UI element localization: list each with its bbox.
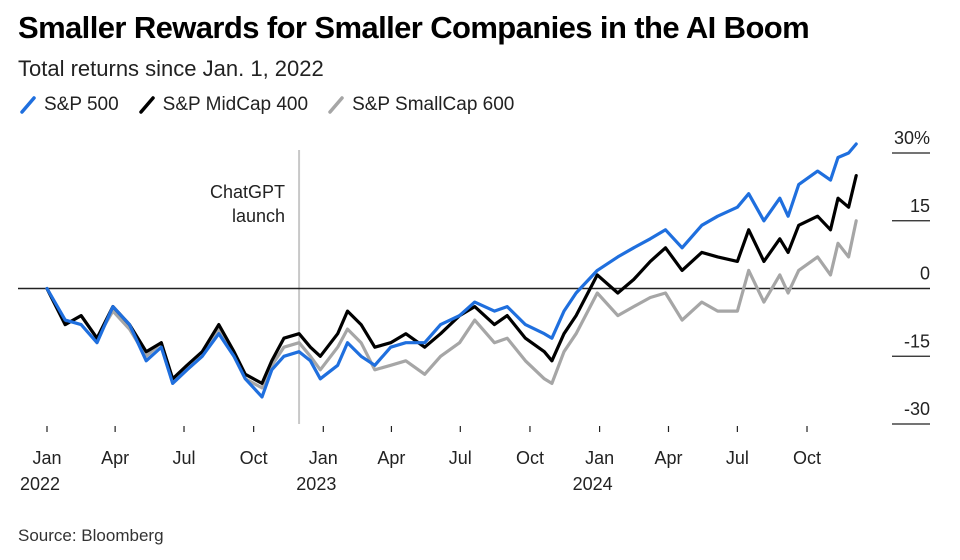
y-tick-label-2: 0	[920, 264, 930, 284]
legend-item-midcap400: S&P MidCap 400	[138, 94, 309, 116]
source-note: Source: Bloomberg	[18, 526, 164, 545]
x-tick-label-8: Jan	[585, 448, 614, 468]
x-tick-label-9: Apr	[654, 448, 682, 468]
series-line-sp500	[45, 142, 858, 399]
x-tick-label-4: Jan	[309, 448, 338, 468]
annotation-label-chatgpt: ChatGPT	[210, 182, 285, 202]
legend-item-smallcap600: S&P SmallCap 600	[328, 94, 514, 116]
legend: S&P 500 S&P MidCap 400 S&P SmallCap 600	[20, 94, 534, 116]
x-tick-label-10: Jul	[726, 448, 749, 468]
series-line-midcap400	[45, 174, 858, 385]
legend-swatch-midcap400	[138, 96, 155, 114]
x-tick-label-1: Apr	[101, 448, 129, 468]
annotation-label-launch: launch	[232, 206, 285, 226]
legend-item-sp500: S&P 500	[20, 94, 119, 116]
x-tick-label-2: Jul	[173, 448, 196, 468]
x-tick-label-3: Oct	[240, 448, 268, 468]
x-year-label-4: 2023	[296, 474, 336, 494]
x-tick-label-11: Oct	[793, 448, 821, 468]
legend-label-sp500: S&P 500	[44, 94, 119, 115]
y-tick-label-0: 30%	[894, 128, 930, 148]
legend-swatch-smallcap600	[328, 96, 344, 114]
x-tick-label-6: Jul	[449, 448, 472, 468]
legend-label-midcap400: S&P MidCap 400	[162, 94, 309, 115]
legend-label-smallcap600: S&P SmallCap 600	[352, 94, 515, 115]
y-tick-label-3: -15	[904, 331, 930, 351]
legend-swatch-sp500	[20, 96, 36, 114]
y-tick-label-4: -30	[904, 399, 930, 419]
x-year-label-0: 2022	[20, 474, 60, 494]
chart-title: Smaller Rewards for Smaller Companies in…	[18, 10, 810, 45]
x-year-label-8: 2024	[573, 474, 613, 494]
chart-subtitle: Total returns since Jan. 1, 2022	[18, 56, 324, 81]
x-tick-label-5: Apr	[377, 448, 405, 468]
x-tick-label-0: Jan	[32, 448, 61, 468]
line-chart: ChatGPT launch 30% 15 0 -15 -30 Jan 2022 Apr Jul Oc…	[18, 128, 930, 494]
y-tick-label-1: 15	[910, 196, 930, 216]
x-tick-label-7: Oct	[516, 448, 544, 468]
